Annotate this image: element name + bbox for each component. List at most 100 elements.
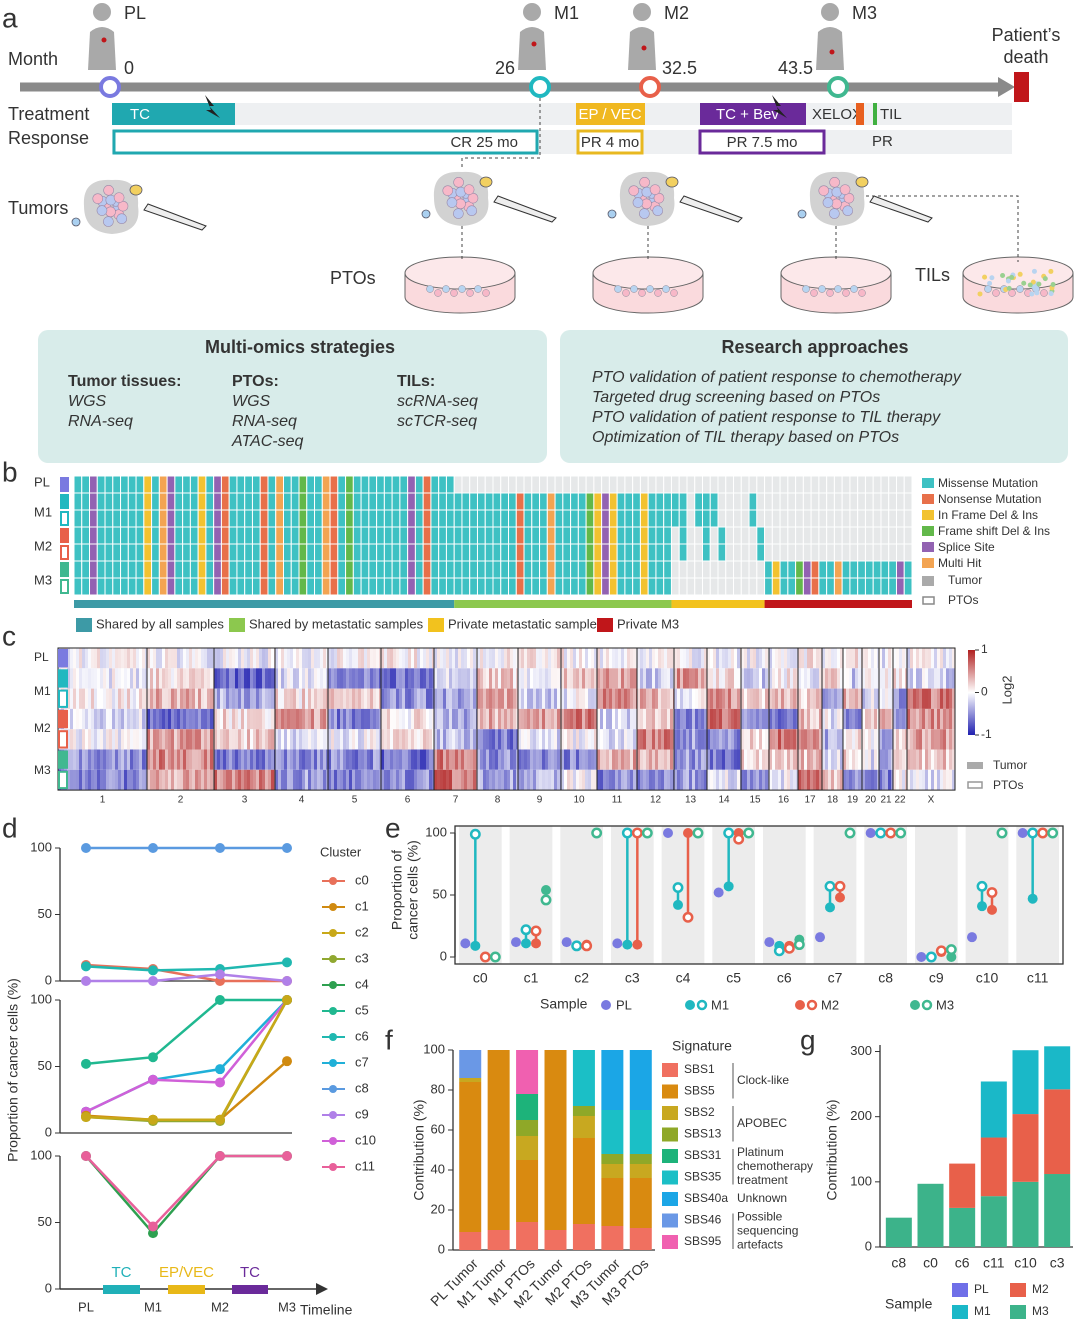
cnv-strip bbox=[858, 769, 861, 791]
tumor-blue bbox=[797, 209, 807, 219]
cnv-strip bbox=[495, 749, 498, 770]
cnv-strip bbox=[124, 708, 127, 730]
cnv-strip bbox=[337, 749, 340, 770]
cnv-strip bbox=[162, 668, 165, 689]
cnv-strip bbox=[384, 729, 387, 750]
tumor-point bbox=[561, 937, 572, 948]
tumor-cell bbox=[649, 184, 661, 195]
cnv-strip bbox=[326, 769, 328, 791]
til-cell bbox=[1027, 282, 1033, 288]
tumor-cell bbox=[442, 185, 454, 196]
cnv-strip bbox=[121, 708, 124, 730]
cnv-strip bbox=[816, 729, 819, 750]
cnv-strip bbox=[943, 708, 946, 730]
cnv-strip bbox=[557, 749, 560, 770]
cnv-strip bbox=[737, 769, 740, 791]
cnv-strip bbox=[753, 708, 756, 730]
cnv-strip bbox=[603, 668, 606, 689]
cnv-strip bbox=[153, 668, 156, 689]
cnv-strip bbox=[759, 729, 762, 750]
cnv-strip bbox=[664, 729, 667, 750]
cnv-strip bbox=[891, 648, 893, 669]
cnv-strip bbox=[320, 769, 323, 791]
cnv-strip bbox=[320, 688, 323, 709]
cnv-strip bbox=[426, 648, 429, 669]
bar-segment bbox=[629, 1164, 652, 1178]
mutation-cell bbox=[833, 577, 843, 596]
cnv-strip bbox=[387, 749, 390, 770]
mutation-cell bbox=[903, 492, 913, 511]
cnv-strip bbox=[516, 749, 518, 770]
cnv-strip bbox=[265, 769, 268, 791]
cnv-strip bbox=[390, 749, 393, 770]
cnv-strip bbox=[816, 749, 819, 770]
cnv-strip bbox=[91, 708, 94, 730]
cnv-strip bbox=[750, 769, 753, 791]
mutation-cell bbox=[686, 543, 696, 562]
cnv-strip bbox=[925, 668, 928, 689]
cnv-strip bbox=[470, 648, 473, 669]
cnv-strip bbox=[759, 769, 762, 791]
cnv-strip bbox=[649, 668, 652, 689]
cnv-strip bbox=[473, 668, 476, 689]
cnv-strip bbox=[704, 648, 707, 669]
mutation-cell bbox=[368, 509, 378, 528]
cnv-strip bbox=[667, 668, 670, 689]
cnv-strip bbox=[367, 769, 370, 791]
cnv-strip bbox=[655, 769, 658, 791]
legend-label: Splice Site bbox=[938, 540, 995, 554]
cnv-strip bbox=[879, 648, 882, 669]
cnv-strip bbox=[640, 769, 643, 791]
mutation-cell bbox=[826, 509, 835, 528]
cnv-strip bbox=[831, 769, 834, 791]
cnv-strip bbox=[643, 708, 646, 730]
legend-label: SBS13 bbox=[684, 1127, 722, 1141]
tumor-cell bbox=[829, 208, 840, 219]
mutation-cell bbox=[632, 509, 641, 528]
mutation-cell bbox=[717, 560, 727, 579]
mutation-cell bbox=[694, 560, 703, 579]
cnv-strip bbox=[781, 648, 784, 669]
mutation-cell bbox=[733, 492, 742, 511]
cnv-strip bbox=[846, 749, 849, 770]
category-band bbox=[864, 826, 907, 964]
cnv-strip bbox=[533, 749, 536, 770]
cnv-strip bbox=[849, 749, 852, 770]
cnv-strip bbox=[798, 668, 801, 689]
cnv-strip bbox=[670, 729, 673, 750]
mutation-cell bbox=[298, 560, 308, 579]
mutation-cell bbox=[166, 543, 176, 562]
cnv-strip bbox=[387, 668, 390, 689]
cnv-strip bbox=[862, 769, 865, 791]
cnv-strip bbox=[564, 668, 567, 689]
cnv-strip bbox=[943, 668, 946, 689]
cnv-strip bbox=[370, 688, 373, 709]
mutation-cell bbox=[329, 543, 339, 562]
mutation-cell bbox=[523, 560, 533, 579]
mutation-cell bbox=[872, 577, 882, 596]
sample-indicator bbox=[58, 689, 68, 708]
cnv-strip bbox=[907, 688, 910, 709]
mutation-cell bbox=[849, 526, 859, 545]
mutation-cell bbox=[267, 526, 277, 545]
x-tick-label: c6 bbox=[955, 1255, 970, 1271]
mutation-cell bbox=[205, 577, 215, 596]
cnv-strip bbox=[747, 648, 750, 669]
cnv-strip bbox=[449, 648, 452, 669]
pto-point bbox=[571, 940, 583, 952]
tumor-point bbox=[723, 881, 734, 892]
cnv-strip bbox=[585, 648, 588, 669]
cnv-strip bbox=[195, 668, 198, 689]
cnv-strip bbox=[686, 769, 689, 791]
legend-label: M3 bbox=[1032, 1304, 1049, 1318]
cnv-strip bbox=[603, 648, 606, 669]
row-label: M1 bbox=[34, 504, 52, 519]
cnv-strip bbox=[334, 668, 337, 689]
cnv-strip bbox=[408, 769, 411, 791]
cnv-strip bbox=[719, 648, 722, 669]
cnv-strip bbox=[899, 668, 902, 689]
cnv-strip bbox=[858, 648, 861, 669]
cnv-strip bbox=[379, 688, 381, 709]
legend-dot bbox=[910, 1000, 920, 1010]
pto-point bbox=[520, 924, 532, 936]
